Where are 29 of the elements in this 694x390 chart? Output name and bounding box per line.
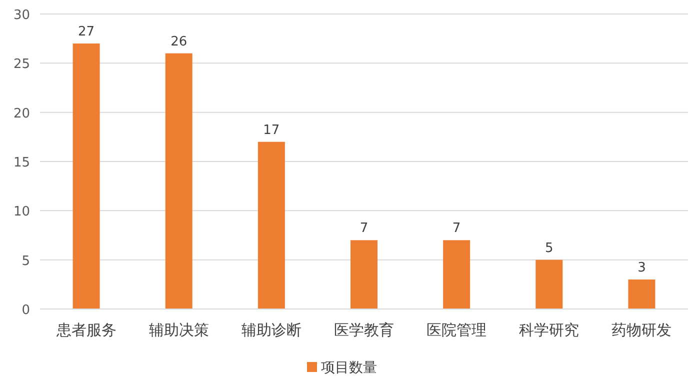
y-tick-label: 10	[13, 204, 30, 220]
data-label: 7	[452, 221, 461, 236]
y-tick-label: 20	[13, 106, 30, 122]
x-tick-label: 患者服务	[55, 321, 116, 339]
data-label: 26	[170, 34, 188, 50]
bar	[72, 44, 100, 309]
x-tick-label: 医院管理	[426, 321, 487, 339]
y-tick-label: 0	[22, 303, 30, 318]
x-tick-label: 科学研究	[519, 321, 580, 339]
data-label: 5	[545, 240, 554, 256]
y-tick-label: 5	[22, 254, 30, 269]
data-label: 7	[360, 221, 368, 236]
data-label: 27	[78, 24, 95, 40]
x-tick-label: 医学教育	[334, 321, 394, 339]
legend-label: 项目数量	[321, 360, 377, 376]
data-label: 3	[638, 260, 646, 276]
y-tick-label: 30	[13, 8, 30, 23]
x-tick-label: 辅助诊断	[241, 321, 302, 339]
bar	[350, 240, 378, 309]
y-tick-label: 25	[13, 57, 30, 72]
bar	[258, 142, 285, 309]
y-tick-label: 15	[13, 156, 30, 170]
bar	[628, 280, 656, 309]
x-tick-label: 药物研发	[612, 321, 672, 339]
bar	[443, 240, 470, 309]
data-label: 17	[263, 122, 280, 138]
x-tick-label: 辅助决策	[148, 321, 209, 339]
bar	[536, 260, 563, 309]
bar	[165, 53, 192, 309]
